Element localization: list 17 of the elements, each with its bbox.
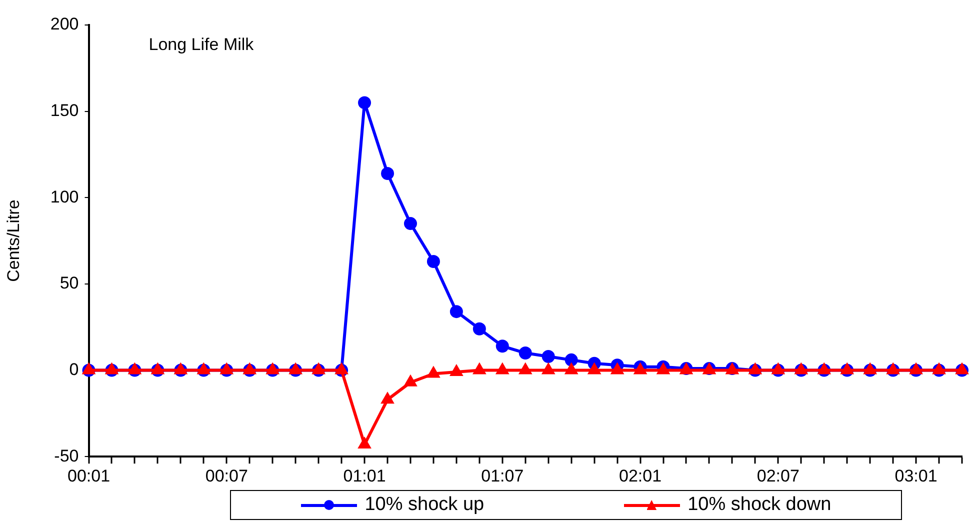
y-tick-label: 100 (50, 187, 79, 206)
x-tick-label: 01:07 (481, 466, 524, 486)
x-tick-label: 03:01 (894, 466, 938, 486)
y-tick-label: 150 (50, 101, 79, 120)
y-tick-label: -50 (54, 446, 79, 466)
y-axis-title: Cents/Litre (4, 200, 23, 282)
y-tick-label: 200 (50, 14, 79, 34)
y-tick-label: 50 (60, 274, 79, 293)
legend-label: 10% shock up (364, 494, 484, 516)
x-tick-label: 00:01 (67, 466, 110, 486)
x-tick-label: 02:07 (756, 466, 800, 486)
x-tick-label: 00:07 (205, 466, 248, 486)
legend-label: 10% shock down (688, 494, 832, 516)
x-tick-label: 02:01 (619, 466, 662, 486)
y-tick-label: 0 (69, 360, 79, 379)
x-tick-label: 01:01 (343, 466, 386, 486)
text: Long Life Milk (148, 35, 254, 54)
